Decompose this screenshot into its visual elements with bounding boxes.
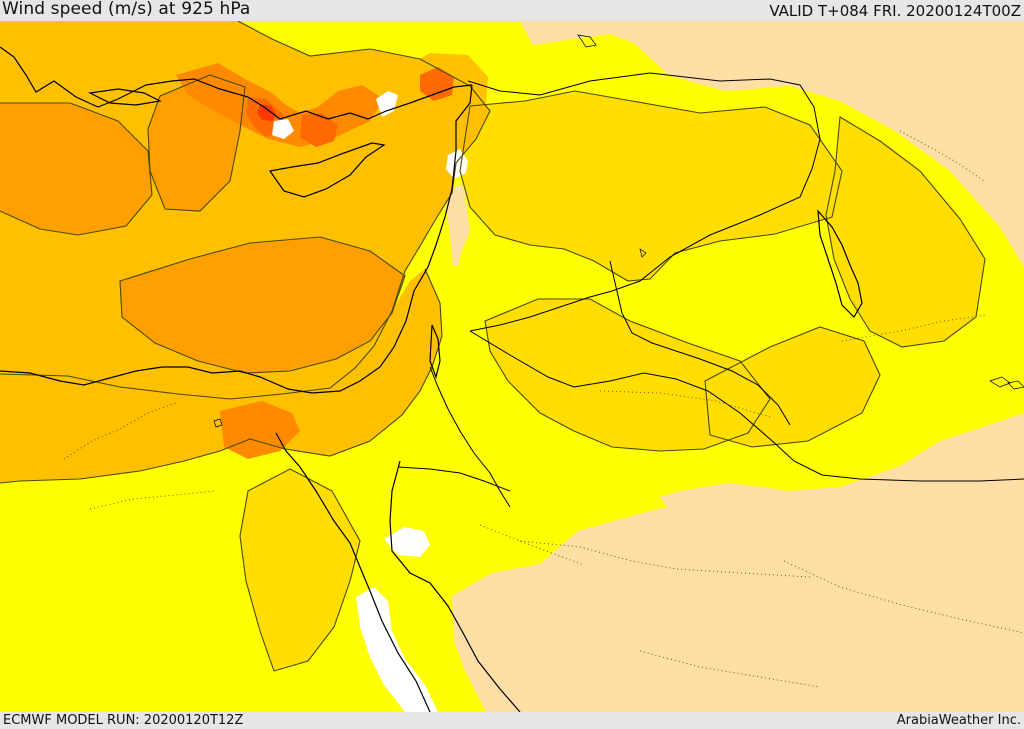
boundary-5 bbox=[397, 466, 511, 492]
weather-map[interactable] bbox=[0, 21, 1024, 712]
contour-1 bbox=[0, 21, 491, 400]
turkey-peak-zone-3 bbox=[420, 67, 454, 101]
dead-sea-coast bbox=[429, 324, 441, 380]
island-3 bbox=[1007, 380, 1024, 390]
boundary-4 bbox=[429, 366, 511, 508]
contour-5 bbox=[459, 90, 843, 282]
central-strong-core bbox=[120, 237, 405, 373]
egypt-gold-streak bbox=[240, 469, 360, 671]
northern-gold-band bbox=[460, 91, 842, 281]
map-svg bbox=[0, 21, 1024, 712]
boundary-3 bbox=[609, 260, 791, 426]
dotted-3 bbox=[519, 540, 811, 578]
red-sea-west-coast bbox=[275, 432, 431, 712]
contour-9 bbox=[704, 326, 881, 448]
iraq-gold-area bbox=[826, 117, 985, 347]
contour-3 bbox=[119, 236, 406, 374]
boundary-1 bbox=[467, 72, 821, 332]
dotted-boundaries bbox=[63, 130, 1024, 688]
north-african-orange-field bbox=[0, 269, 442, 483]
contour-2 bbox=[0, 268, 443, 484]
contour-lines bbox=[0, 21, 986, 672]
boundary-2 bbox=[469, 330, 1024, 482]
turkey-peak-zone-2 bbox=[300, 113, 338, 147]
dotted-4 bbox=[599, 390, 771, 418]
mediterranean-strong-core bbox=[0, 103, 152, 235]
model-run-label: ECMWF MODEL RUN: 20200120T12Z bbox=[3, 713, 244, 728]
coastlines bbox=[0, 46, 863, 712]
north-coastline bbox=[0, 46, 473, 120]
contour-8 bbox=[239, 468, 361, 672]
jordan-gold-area bbox=[485, 299, 770, 451]
dotted-7 bbox=[639, 650, 821, 688]
north-low-wind-region bbox=[235, 21, 1024, 173]
island-2 bbox=[989, 376, 1011, 388]
dotted-8 bbox=[899, 130, 985, 182]
valid-time-label: VALID T+084 FRI. 20200124T00Z bbox=[769, 2, 1021, 20]
island-4 bbox=[639, 248, 647, 258]
extreme-core bbox=[257, 105, 276, 121]
calm-pocket-north bbox=[272, 119, 294, 139]
east-gold-lobe bbox=[705, 327, 880, 447]
contour-6 bbox=[484, 298, 771, 452]
header-bar: Wind speed (m/s) at 925 hPa VALID T+084 … bbox=[0, 0, 1024, 21]
boundaries bbox=[397, 72, 1024, 508]
island-5 bbox=[213, 418, 223, 428]
island-1 bbox=[577, 34, 597, 48]
crete-coast bbox=[88, 88, 162, 106]
egypt-strong-patch bbox=[220, 401, 300, 459]
cyprus-coast bbox=[268, 142, 386, 198]
calm-pocket-northeast bbox=[376, 91, 398, 117]
calm-pocket-red-sea-2 bbox=[384, 527, 430, 557]
contour-4 bbox=[0, 102, 153, 236]
small-coastal-features bbox=[213, 34, 1024, 428]
levant-coastline bbox=[0, 84, 473, 394]
map-title: Wind speed (m/s) at 925 hPa bbox=[2, 0, 251, 19]
red-sea-east-coast bbox=[389, 460, 521, 712]
calm-pocket-red-sea-1 bbox=[356, 587, 438, 712]
contour-10 bbox=[147, 74, 246, 212]
credit-label: ArabiaWeather Inc. bbox=[896, 713, 1021, 728]
footer-bar: ECMWF MODEL RUN: 20200120T12Z ArabiaWeat… bbox=[0, 712, 1024, 729]
dotted-9 bbox=[479, 524, 585, 566]
northeast-orange-plume bbox=[392, 53, 488, 163]
persian-gulf-coast bbox=[817, 209, 863, 318]
